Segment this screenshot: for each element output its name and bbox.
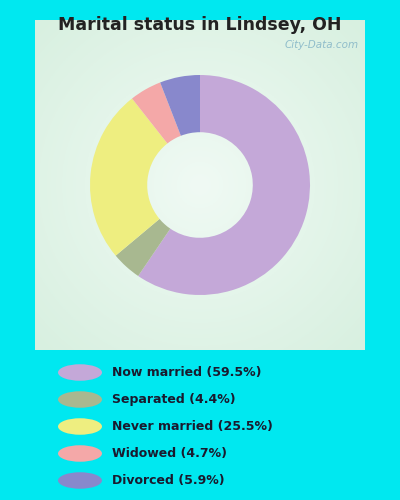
- Wedge shape: [138, 75, 310, 295]
- Wedge shape: [160, 75, 200, 136]
- Circle shape: [58, 472, 102, 489]
- Text: Marital status in Lindsey, OH: Marital status in Lindsey, OH: [58, 16, 342, 34]
- Text: City-Data.com: City-Data.com: [284, 40, 358, 50]
- Text: Never married (25.5%): Never married (25.5%): [112, 420, 273, 433]
- Wedge shape: [90, 98, 167, 256]
- Text: Divorced (5.9%): Divorced (5.9%): [112, 474, 225, 487]
- Text: Widowed (4.7%): Widowed (4.7%): [112, 447, 227, 460]
- Circle shape: [58, 446, 102, 462]
- Wedge shape: [116, 219, 170, 276]
- Text: Separated (4.4%): Separated (4.4%): [112, 393, 236, 406]
- Circle shape: [58, 418, 102, 434]
- Text: Now married (59.5%): Now married (59.5%): [112, 366, 262, 379]
- Wedge shape: [132, 82, 181, 144]
- Circle shape: [58, 364, 102, 381]
- Circle shape: [58, 391, 102, 408]
